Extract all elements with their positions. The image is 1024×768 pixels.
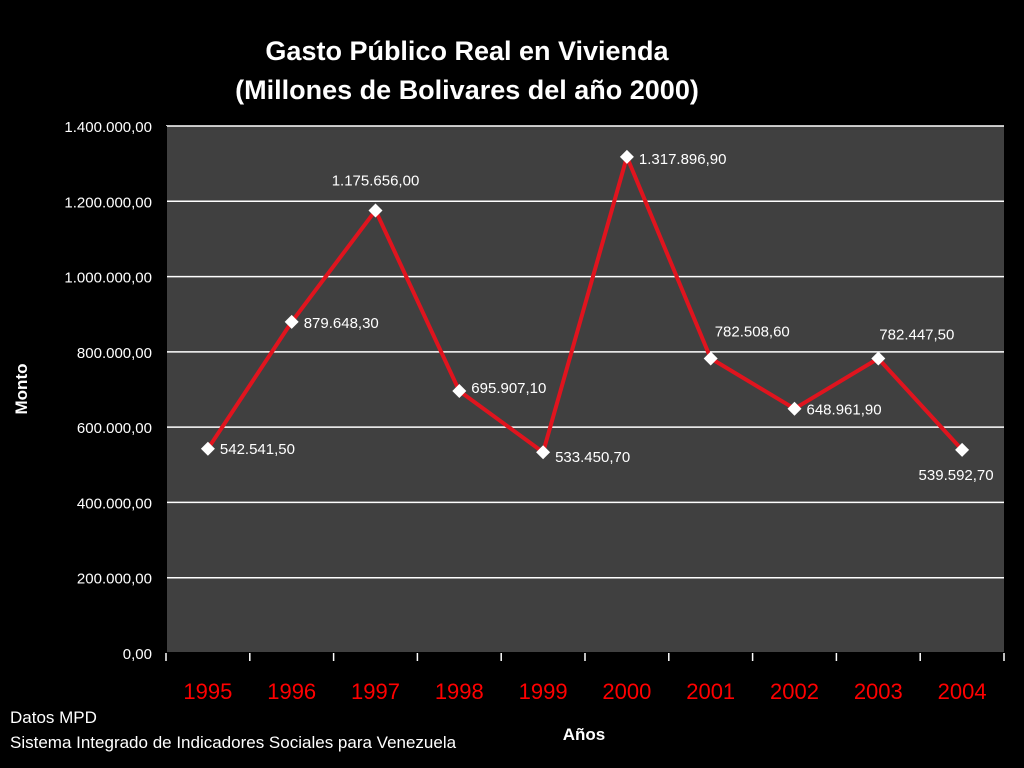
data-label: 1.317.896,90 (639, 151, 727, 168)
gridlines (160, 125, 1004, 654)
data-label: 542.541,50 (220, 441, 295, 458)
x-tick-label: 1996 (267, 679, 316, 704)
y-tick-label: 800.000,00 (77, 345, 152, 362)
x-tick-label: 1999 (519, 679, 568, 704)
x-tick-label: 1998 (435, 679, 484, 704)
y-tick-labels: 0,00 200.000,00 400.000,00 600.000,00 800.00… (64, 119, 152, 663)
data-point (619, 149, 634, 164)
source-note-line-2: Sistema Integrado de Indicadores Sociale… (10, 733, 457, 752)
x-tick-label: 2004 (938, 679, 987, 704)
y-tick-label: 0,00 (123, 646, 152, 663)
data-label: 648.961,90 (807, 402, 882, 419)
data-point (536, 445, 551, 460)
y-axis-label: Monto (12, 364, 31, 415)
data-label: 533.450,70 (555, 449, 630, 466)
data-point (871, 351, 886, 366)
data-label: 695.907,10 (471, 380, 546, 397)
data-label: 1.175.656,00 (332, 172, 420, 189)
x-tick-label: 1997 (351, 679, 400, 704)
data-point (452, 384, 467, 399)
x-tick-label: 2000 (602, 679, 651, 704)
y-tick-label: 1.200.000,00 (64, 194, 152, 211)
y-tick-label: 1.400.000,00 (64, 119, 152, 136)
data-point (955, 442, 970, 457)
plot-area (166, 126, 1004, 653)
data-label: 879.648,30 (304, 315, 379, 332)
y-tick-label: 1.000.000,00 (64, 270, 152, 287)
x-tick-label: 2001 (686, 679, 735, 704)
data-point (703, 351, 718, 366)
x-tick-label: 2003 (854, 679, 903, 704)
data-label: 539.592,70 (919, 467, 994, 484)
data-label: 782.508,60 (715, 323, 790, 340)
series-line (206, 154, 964, 455)
data-label: 782.447,50 (879, 326, 954, 343)
data-markers (200, 149, 970, 460)
series-line-path (206, 154, 964, 455)
y-tick-label: 600.000,00 (77, 420, 152, 437)
x-tick-labels: 1995 1996 1997 1998 1999 2000 2001 2002 2003 2004 (165, 653, 1005, 704)
x-axis-label: Años (563, 725, 606, 744)
chart-title: Gasto Público Real en Vivienda (265, 36, 669, 66)
data-point (368, 203, 383, 218)
source-note-line-1: Datos MPD (10, 708, 97, 727)
data-point (284, 314, 299, 329)
x-tick-label: 1995 (183, 679, 232, 704)
y-tick-label: 400.000,00 (77, 495, 152, 512)
data-point (787, 401, 802, 416)
y-tick-label: 200.000,00 (77, 571, 152, 588)
data-labels: 542.541,50 879.648,30 1.175.656,00 695.907,… (220, 151, 994, 484)
chart-subtitle: (Millones de Bolivares del año 2000) (235, 75, 699, 105)
data-point (200, 441, 215, 456)
x-tick-label: 2002 (770, 679, 819, 704)
